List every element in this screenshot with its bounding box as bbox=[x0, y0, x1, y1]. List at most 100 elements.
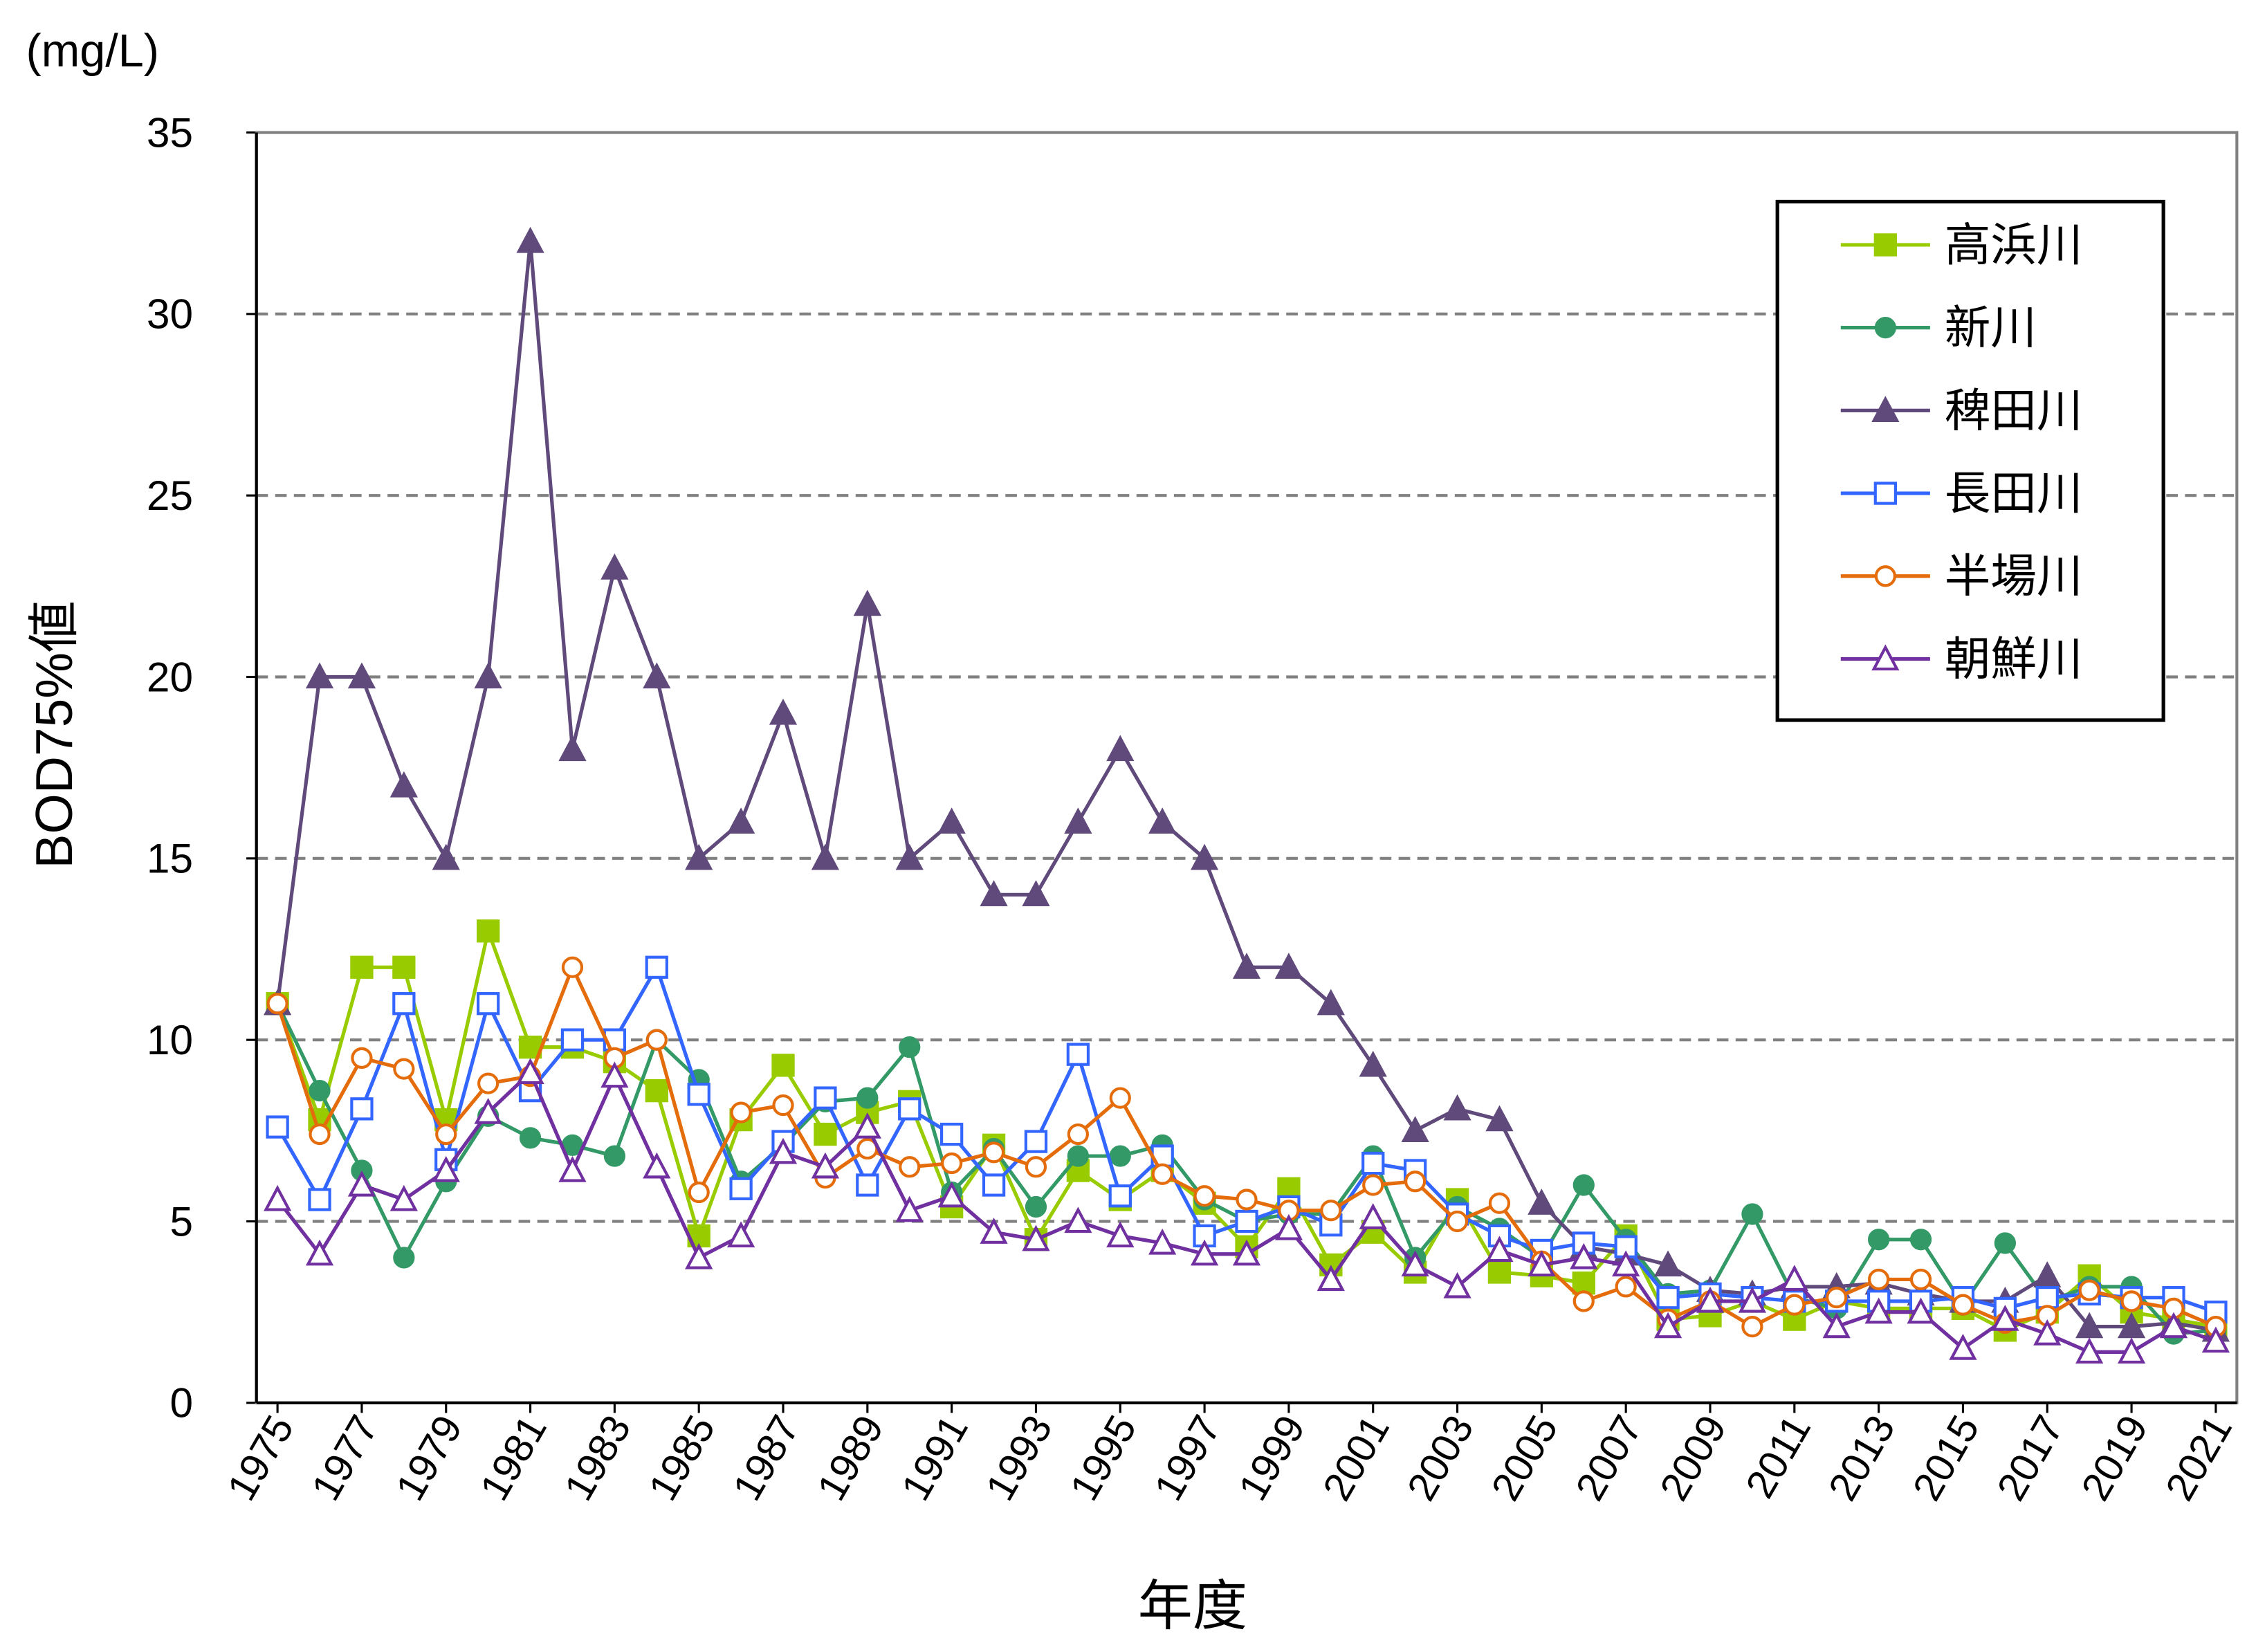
data-point bbox=[980, 1218, 1008, 1244]
data-point bbox=[899, 1036, 921, 1058]
legend-label: 長田川 bbox=[1945, 468, 2083, 520]
data-point bbox=[1653, 1312, 1682, 1339]
data-point bbox=[1359, 1050, 1387, 1077]
data-point bbox=[2033, 1261, 2062, 1287]
data-point bbox=[1615, 1276, 1637, 1298]
data-point bbox=[1741, 1203, 1763, 1225]
data-point bbox=[1653, 1250, 1682, 1277]
y-axis-label: BOD75%値 bbox=[25, 600, 83, 868]
data-point bbox=[1317, 1265, 1345, 1292]
data-point bbox=[347, 662, 376, 689]
data-point bbox=[432, 843, 460, 870]
data-point bbox=[1274, 953, 1303, 979]
data-point bbox=[982, 1173, 1006, 1197]
data-point bbox=[1401, 1250, 1429, 1277]
data-point bbox=[1780, 1265, 1808, 1292]
data-point bbox=[558, 1155, 587, 1182]
legend-label: 新川 bbox=[1945, 303, 2037, 354]
data-point bbox=[853, 1112, 881, 1139]
data-point bbox=[982, 1141, 1005, 1164]
legend-marker bbox=[1871, 396, 1900, 423]
data-point bbox=[1148, 1228, 1177, 1255]
data-point bbox=[1783, 1294, 1806, 1316]
data-point bbox=[474, 662, 502, 689]
data-point bbox=[769, 698, 798, 725]
data-point bbox=[392, 992, 416, 1016]
data-point bbox=[688, 1181, 710, 1204]
data-point bbox=[2078, 1279, 2100, 1301]
data-point bbox=[1025, 1195, 1047, 1218]
data-point bbox=[1067, 1145, 1089, 1167]
data-point bbox=[1401, 1116, 1429, 1142]
data-point bbox=[308, 1188, 331, 1211]
data-point bbox=[474, 1098, 502, 1124]
data-point bbox=[347, 1170, 376, 1197]
legend-label: 稗田川 bbox=[1945, 385, 2083, 437]
data-point bbox=[1022, 880, 1050, 906]
data-point bbox=[937, 1181, 966, 1208]
data-point bbox=[266, 1115, 289, 1139]
data-point bbox=[1528, 1188, 1556, 1215]
data-point bbox=[2075, 1312, 2104, 1339]
data-point bbox=[519, 1127, 542, 1149]
y-tick-label: 0 bbox=[169, 1379, 193, 1426]
data-point bbox=[1236, 1188, 1258, 1211]
data-point bbox=[1064, 807, 1092, 834]
data-point bbox=[645, 1029, 668, 1051]
data-point bbox=[432, 1155, 460, 1182]
data-point bbox=[558, 735, 587, 762]
data-point bbox=[1572, 1290, 1595, 1312]
data-point bbox=[1359, 1203, 1387, 1229]
data-point bbox=[687, 1083, 710, 1106]
data-point bbox=[726, 1221, 755, 1248]
data-point bbox=[435, 1123, 457, 1146]
data-point bbox=[1024, 1130, 1048, 1153]
data-point bbox=[1738, 1286, 1767, 1313]
data-point bbox=[895, 843, 924, 870]
data-point bbox=[1022, 1224, 1050, 1251]
data-point bbox=[2159, 1312, 2188, 1339]
data-point bbox=[393, 1247, 415, 1269]
data-point bbox=[1235, 1209, 1258, 1233]
data-point bbox=[814, 1122, 837, 1146]
legend-marker bbox=[1874, 317, 1896, 339]
y-tick-label: 10 bbox=[147, 1016, 193, 1063]
data-point bbox=[1572, 1272, 1595, 1295]
unit-label: (mg/L) bbox=[26, 26, 159, 77]
data-point bbox=[1067, 1123, 1089, 1146]
data-point bbox=[811, 1152, 840, 1179]
data-point bbox=[393, 1058, 415, 1080]
data-point bbox=[685, 843, 713, 870]
legend-label: 朝鮮川 bbox=[1945, 634, 2083, 685]
data-point bbox=[895, 1195, 924, 1222]
data-point bbox=[1826, 1287, 1848, 1309]
data-point bbox=[2075, 1337, 2104, 1364]
y-tick-label: 15 bbox=[147, 835, 193, 882]
data-point bbox=[263, 1184, 292, 1211]
data-point bbox=[1106, 735, 1135, 762]
data-point bbox=[1320, 1200, 1342, 1222]
data-point bbox=[856, 1173, 879, 1197]
data-point bbox=[1066, 1043, 1090, 1066]
data-point bbox=[2120, 1290, 2143, 1312]
data-point bbox=[2201, 1326, 2230, 1353]
legend-marker bbox=[1871, 644, 1900, 671]
data-point bbox=[1190, 1239, 1219, 1266]
data-point bbox=[1232, 953, 1261, 979]
data-point bbox=[643, 1152, 671, 1179]
data-point bbox=[1864, 1297, 1893, 1324]
data-point bbox=[1025, 1156, 1047, 1178]
data-point bbox=[351, 1047, 373, 1070]
y-tick-label: 35 bbox=[147, 109, 193, 156]
data-point bbox=[477, 1072, 499, 1094]
data-point bbox=[1952, 1294, 1974, 1316]
legend-label: 半場川 bbox=[1945, 551, 2083, 603]
data-point bbox=[1528, 1250, 1556, 1277]
legend-label: 高浜川 bbox=[1945, 220, 2083, 271]
data-point bbox=[1741, 1316, 1763, 1338]
data-point bbox=[898, 1097, 921, 1121]
data-point bbox=[1991, 1305, 2019, 1331]
data-point bbox=[600, 1061, 629, 1088]
data-point bbox=[1656, 1286, 1680, 1310]
